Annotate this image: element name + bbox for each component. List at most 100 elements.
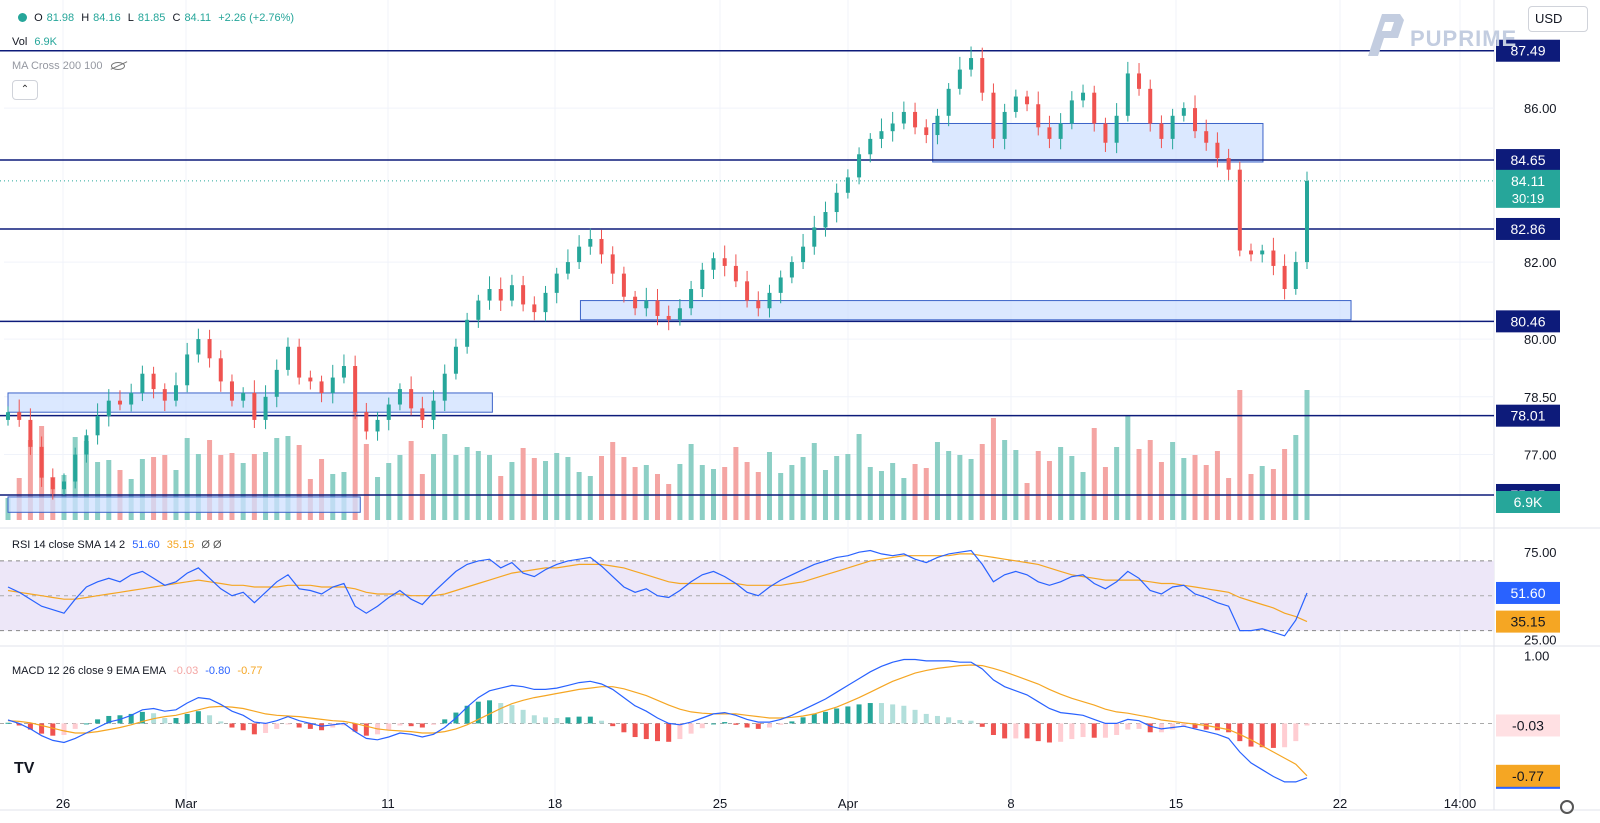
macd-histogram-bar: [1046, 723, 1052, 743]
macd-histogram-bar: [1226, 723, 1232, 733]
macd-histogram-bar: [184, 713, 190, 724]
volume-bar: [285, 436, 291, 520]
volume-bar: [1136, 449, 1142, 520]
candle-body: [1271, 250, 1276, 266]
volume-bar: [184, 438, 190, 520]
macd-histogram-bar: [677, 723, 683, 740]
currency-select[interactable]: USD: [1528, 6, 1588, 32]
macd-line-value: -0.80: [205, 665, 231, 677]
price-tick-label: 82.00: [1524, 255, 1557, 270]
volume-bar: [845, 454, 851, 520]
macd-histogram-bar: [1293, 723, 1299, 742]
price-level-label: 87.49: [1510, 43, 1545, 59]
volume-bar: [263, 452, 269, 520]
macd-histogram-bar: [296, 723, 302, 728]
volume-bar: [554, 453, 560, 520]
macd-histogram-bar: [834, 708, 840, 724]
gear-icon[interactable]: [1560, 800, 1574, 814]
price-level-badge: [1496, 217, 1560, 240]
brand-name: PUPRIME: [1410, 26, 1518, 51]
support-resistance-zone[interactable]: [932, 122, 1264, 163]
candle-body: [73, 454, 78, 482]
macd-histogram-bar: [666, 723, 672, 742]
macd-histogram-bar: [934, 715, 940, 724]
support-resistance-zone[interactable]: [7, 392, 493, 413]
price-level-label: 82.86: [1510, 221, 1545, 237]
macd-histogram-bar: [822, 711, 828, 724]
candle-body: [868, 138, 873, 155]
candle-body: [700, 269, 705, 290]
hidden-eye-icon[interactable]: [110, 62, 125, 70]
volume-bar: [621, 457, 627, 520]
ma-cross-legend[interactable]: MA Cross 200 100: [12, 60, 129, 72]
candle-body: [1125, 73, 1130, 116]
price-level-label: 80.46: [1510, 313, 1545, 329]
volume-bar: [1214, 451, 1220, 520]
volume-bar: [968, 459, 974, 520]
candle-body: [1226, 158, 1231, 170]
macd-histogram-bar: [16, 723, 22, 726]
candle-body: [17, 412, 22, 420]
macd-histogram-bar: [800, 717, 806, 724]
volume-bar: [363, 444, 369, 520]
candle-body: [319, 381, 324, 393]
volume-bar: [946, 451, 952, 520]
collapse-legend-button[interactable]: ⌃: [12, 80, 38, 100]
candle-body: [218, 358, 223, 382]
volume-bar: [207, 440, 213, 520]
candle-body: [655, 300, 660, 316]
candle-body: [1013, 96, 1018, 112]
macd-histogram-bar: [923, 713, 929, 724]
candle-body: [28, 419, 33, 447]
macd-histogram-bar: [1270, 723, 1276, 748]
candle-body: [1036, 104, 1041, 128]
price-level-label: 84.65: [1510, 152, 1545, 168]
price-level-badge: [1496, 310, 1560, 333]
candle-body: [621, 273, 626, 297]
volume-bar: [139, 459, 145, 520]
macd-histogram-bar: [1102, 723, 1108, 738]
macd-histogram-bar: [442, 719, 448, 724]
macd-histogram-bar: [61, 723, 67, 735]
support-resistance-zone[interactable]: [579, 300, 1352, 321]
volume-bar: [408, 441, 414, 520]
candle-body: [1081, 92, 1086, 101]
support-resistance-zone[interactable]: [7, 496, 361, 513]
volume-bar: [95, 462, 101, 520]
volume-bar: [1069, 456, 1075, 520]
volume-bar: [1125, 415, 1131, 520]
candle-body: [263, 396, 268, 420]
candle-body: [1204, 131, 1209, 143]
candle-body: [151, 373, 156, 390]
macd-histogram-bar: [878, 703, 884, 724]
candle-body: [1170, 115, 1175, 139]
macd-histogram-bar: [1114, 723, 1120, 735]
candle-body: [1058, 123, 1063, 139]
candle-body: [476, 300, 481, 320]
volume-bar: [1035, 451, 1041, 520]
candle-body: [61, 481, 66, 490]
candle-body: [521, 285, 526, 305]
macd-histogram-bar: [554, 718, 560, 724]
volume-bar: [1102, 467, 1108, 520]
ohlc-close: C 84.11: [172, 12, 212, 24]
candle-body: [297, 346, 302, 378]
candle-body: [453, 346, 458, 374]
macd-line: [7, 658, 1308, 783]
macd-histogram-bar: [699, 723, 705, 729]
candle-body: [162, 389, 167, 401]
macd-histogram-bar: [1248, 723, 1254, 747]
macd-histogram-bar: [5, 722, 11, 724]
candle-body: [677, 308, 682, 320]
macd-histogram-bar: [1282, 723, 1288, 748]
volume-bar: [531, 458, 537, 520]
candle-body: [857, 154, 862, 178]
candle-body: [610, 254, 615, 274]
volume-bar: [655, 474, 660, 520]
volume-value: 6.9K: [34, 36, 57, 48]
volume-bar: [83, 441, 89, 520]
volume-bar: [610, 442, 616, 520]
macd-histogram-bar: [139, 711, 145, 724]
macd-histogram-bar: [240, 723, 246, 731]
